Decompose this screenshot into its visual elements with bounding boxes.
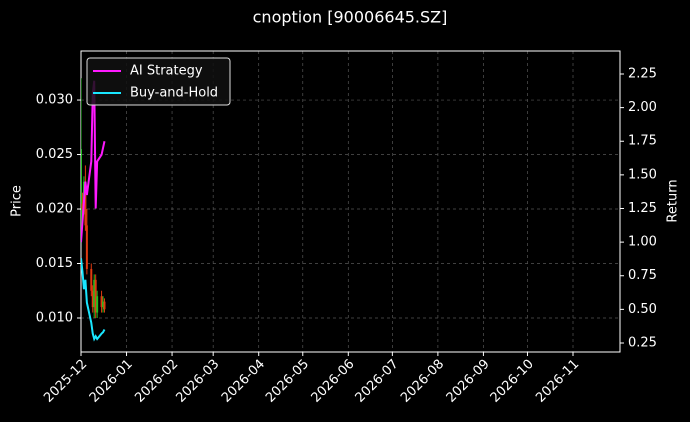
y2-tick-label: 1.00 [628,235,657,250]
y-axis-label: Price [10,185,25,217]
candle-body [103,301,106,310]
y2-tick-label: 2.25 [628,66,657,81]
legend-label: AI Strategy [130,64,203,79]
candle-body [85,225,88,269]
y-tick-label: 0.025 [36,147,73,162]
candle-body [91,290,94,308]
series-line [81,258,106,342]
candle-body [102,301,105,308]
chart-title: cnoption [90006645.SZ] [253,8,448,27]
candle-body [90,268,93,291]
y2-tick-label: 0.75 [628,268,657,283]
y-tick-label: 0.030 [36,93,73,108]
y-tick-label: 0.020 [36,202,73,217]
y2-tick-label: 2.00 [628,100,657,115]
candle-body [100,296,103,308]
y2-tick-label: 1.50 [628,167,657,182]
y2-tick-label: 1.75 [628,134,657,149]
y2-tick-label: 1.25 [628,201,657,216]
plot [81,78,106,342]
y2-tick-label: 0.25 [628,335,657,350]
legend-label: Buy-and-Hold [130,86,218,101]
candle-body [94,279,97,313]
y-tick-label: 0.015 [36,256,73,271]
legend-box [86,57,231,106]
candle-body [81,149,82,237]
candle-body [93,279,96,308]
candle-body [96,296,99,313]
y2-tick-label: 0.50 [628,302,657,317]
candle-body [81,203,84,210]
candle-body [84,181,87,226]
y2-axis-label: Return [666,179,681,222]
y-tick-label: 0.010 [36,310,73,325]
